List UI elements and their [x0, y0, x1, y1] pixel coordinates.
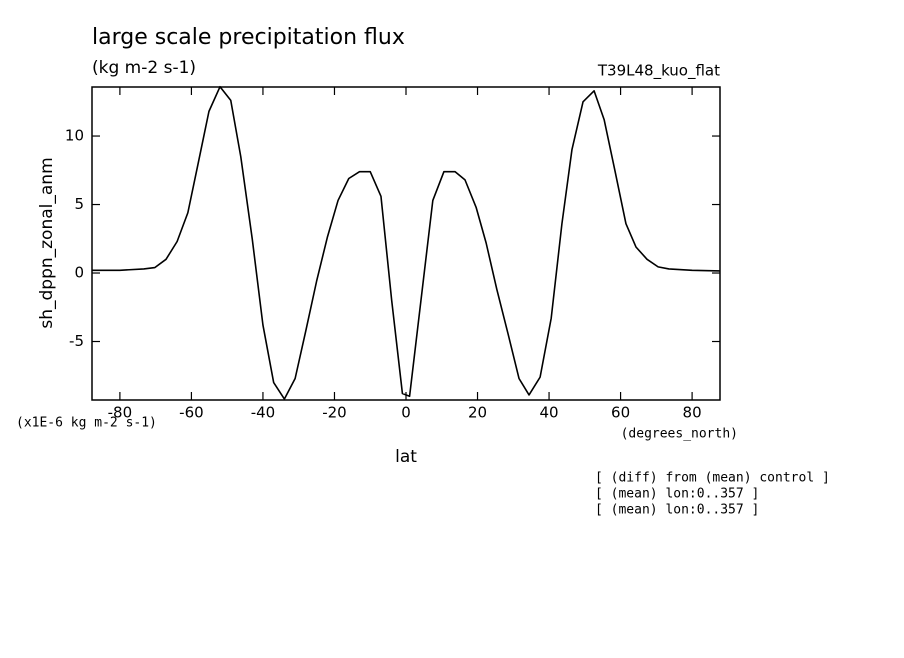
note: [ (mean) lon:0..357 ]: [595, 487, 759, 502]
x-axis-label: lat: [395, 447, 417, 467]
x-tick-label: 40: [540, 404, 559, 422]
x-tick-label: 0: [401, 404, 411, 422]
run-label: T39L48_kuo_flat: [597, 62, 720, 81]
y-axis-label: sh_dppn_zonal_anm: [37, 157, 57, 328]
x-tick-label: 20: [468, 404, 487, 422]
y-tick-label: 0: [74, 264, 84, 282]
x-units-label: (degrees_north): [621, 427, 738, 442]
x-tick-label: -40: [251, 404, 276, 422]
x-tick-label: -80: [108, 404, 133, 422]
note: [ (mean) lon:0..357 ]: [595, 503, 759, 518]
x-tick-label: -20: [322, 404, 347, 422]
x-tick-label: 80: [683, 404, 702, 422]
data-line: [92, 85, 721, 400]
plot-frame: [91, 86, 721, 401]
y-tick-label: 5: [74, 195, 84, 213]
note: [ (diff) from (mean) control ]: [595, 471, 830, 486]
x-tick-label: -60: [179, 404, 204, 422]
y-tick-label: -5: [69, 332, 84, 350]
chart-subtitle: (kg m-2 s-1): [92, 58, 196, 78]
chart-title: large scale precipitation flux: [92, 25, 405, 50]
y-scale-label: (x1E-6 kg m-2 s-1): [16, 416, 157, 431]
y-tick-label: 10: [65, 127, 84, 145]
x-tick-label: 60: [611, 404, 630, 422]
